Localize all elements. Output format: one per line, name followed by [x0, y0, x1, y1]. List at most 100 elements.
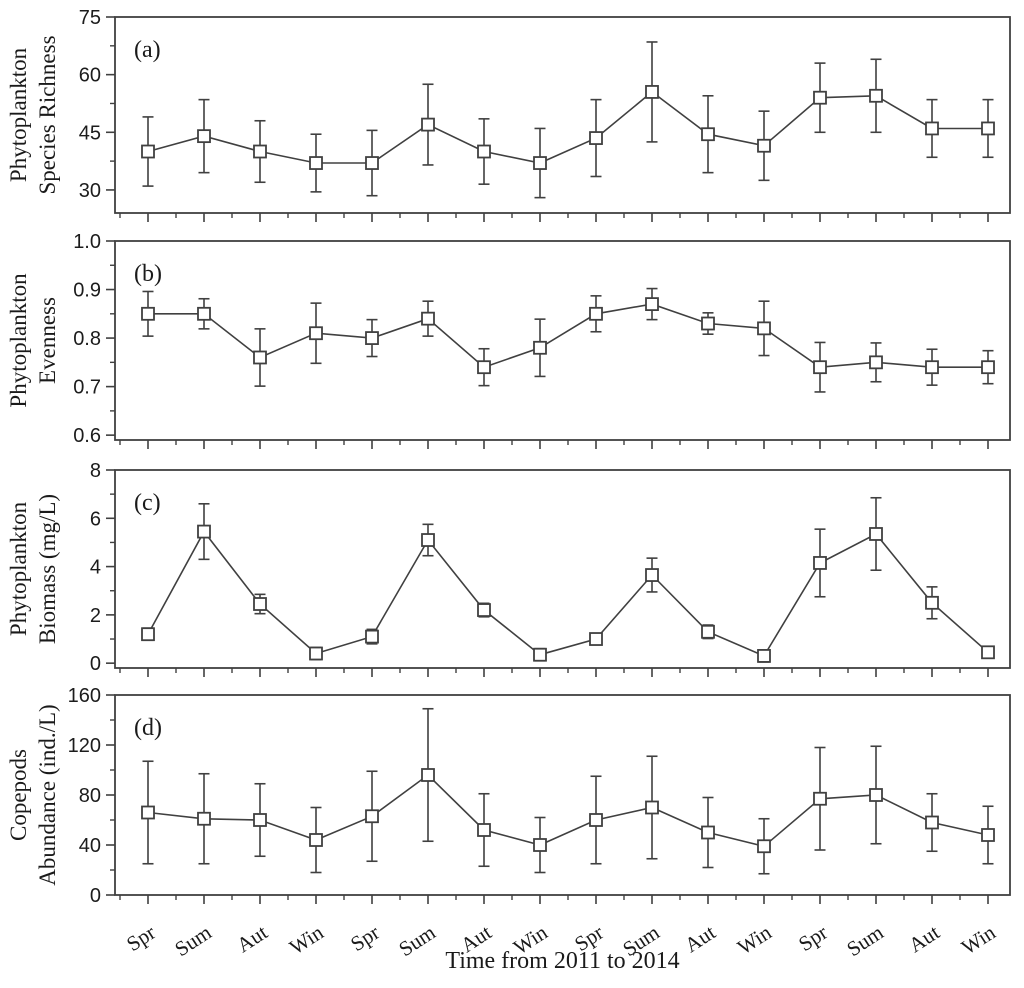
data-point — [925, 595, 939, 610]
data-point — [925, 121, 939, 136]
y-axis-title: Abundance (ind./L) — [35, 704, 60, 885]
y-tick-label: 0.6 — [73, 425, 101, 447]
y-tick-label: 1.0 — [73, 231, 101, 253]
y-tick-label: 2 — [90, 605, 101, 627]
data-point — [869, 355, 883, 370]
data-point — [309, 646, 323, 661]
panel-d: 0 40 80 120 160 (d) Copepods Abundance (ind./L) — [6, 685, 1011, 907]
y-tick-label: 80 — [79, 785, 101, 807]
y-tick-label: 75 — [79, 7, 101, 29]
data-point — [197, 129, 211, 144]
data-point — [533, 340, 547, 355]
data-point — [701, 624, 715, 639]
panel-label: (b) — [134, 261, 162, 287]
data-point — [253, 813, 267, 827]
data-point — [757, 649, 771, 663]
data-point — [421, 117, 435, 132]
data-point — [589, 632, 603, 646]
data-point — [141, 805, 155, 820]
y-tick-label: 120 — [68, 735, 101, 757]
data-point — [533, 156, 547, 170]
data-point — [365, 809, 379, 824]
data-point — [477, 360, 491, 375]
y-tick-label: 45 — [79, 122, 101, 144]
y-axis-title: Species Richness — [35, 35, 60, 194]
data-point — [981, 121, 995, 136]
panel-b: 0.6 0.7 0.8 0.9 1.0 (b) Phytoplankton Evenness — [6, 231, 1011, 449]
panel-label: (a) — [134, 37, 161, 63]
panel-frame — [114, 16, 1011, 214]
y-axis-title: Copepods — [6, 749, 31, 841]
panel-label: (d) — [134, 715, 162, 741]
series-line — [147, 530, 989, 657]
data-point — [533, 647, 547, 662]
series-line — [147, 90, 988, 164]
y-axis-title: Phytoplankton — [6, 501, 31, 636]
data-point — [309, 156, 323, 170]
data-point — [925, 360, 939, 375]
data-point — [253, 597, 267, 611]
data-point — [253, 350, 267, 365]
panel-a: 30 45 60 75 (a) Phytoplankton Species Richness — [6, 7, 1011, 222]
y-tick-label: 0.9 — [73, 280, 101, 302]
data-point — [701, 825, 715, 840]
y-tick-label: 30 — [79, 180, 101, 202]
data-point — [197, 524, 211, 539]
y-tick-label: 0 — [90, 653, 101, 675]
data-point — [813, 90, 827, 105]
y-tick-label: 0 — [90, 885, 101, 907]
series-line — [148, 303, 988, 369]
data-point — [757, 138, 771, 153]
data-point — [589, 306, 603, 321]
data-point — [813, 556, 827, 570]
data-point — [869, 527, 883, 541]
data-point — [645, 800, 659, 815]
data-point — [981, 360, 995, 375]
data-point — [141, 144, 155, 159]
panel-frame — [114, 469, 1011, 669]
y-tick-label: 0.8 — [73, 328, 101, 350]
data-point — [645, 297, 659, 311]
data-point — [365, 156, 379, 170]
data-point — [925, 815, 939, 830]
data-point — [197, 306, 211, 321]
data-point — [421, 768, 435, 782]
y-axis-title: Phytoplankton — [6, 273, 31, 408]
data-point — [477, 603, 491, 617]
data-point — [981, 828, 995, 842]
data-point — [645, 568, 659, 582]
y-tick-label: 0.7 — [73, 377, 101, 399]
data-point — [477, 823, 491, 837]
data-point — [589, 813, 603, 827]
y-axis-title: Evenness — [35, 297, 60, 384]
y-tick-label: 8 — [90, 460, 101, 482]
data-point — [365, 331, 379, 345]
data-point — [981, 645, 995, 660]
y-axis-title: Biomass (mg/L) — [35, 494, 60, 644]
data-point — [421, 311, 435, 326]
panel-c: 0 2 4 6 8 (c) Phytoplankton Biomass (mg/L) — [6, 460, 1011, 677]
data-point — [365, 629, 379, 644]
data-point — [701, 127, 715, 142]
x-axis-title: Time from 2011 to 2014 — [445, 948, 680, 974]
data-point — [813, 360, 827, 375]
data-point — [645, 85, 659, 99]
data-point — [869, 788, 883, 802]
data-point — [253, 144, 267, 159]
y-tick-label: 60 — [79, 65, 101, 87]
data-point — [477, 144, 491, 159]
data-point — [757, 839, 771, 854]
y-tick-label: 40 — [79, 835, 101, 857]
data-point — [701, 316, 715, 331]
data-point — [869, 88, 883, 103]
data-point — [141, 306, 155, 321]
y-tick-label: 4 — [90, 557, 101, 579]
data-point — [757, 321, 771, 336]
data-point — [533, 838, 547, 852]
y-tick-label: 160 — [68, 685, 101, 707]
panel-frame — [114, 240, 1011, 441]
series-line — [147, 773, 989, 848]
data-point — [309, 833, 323, 847]
